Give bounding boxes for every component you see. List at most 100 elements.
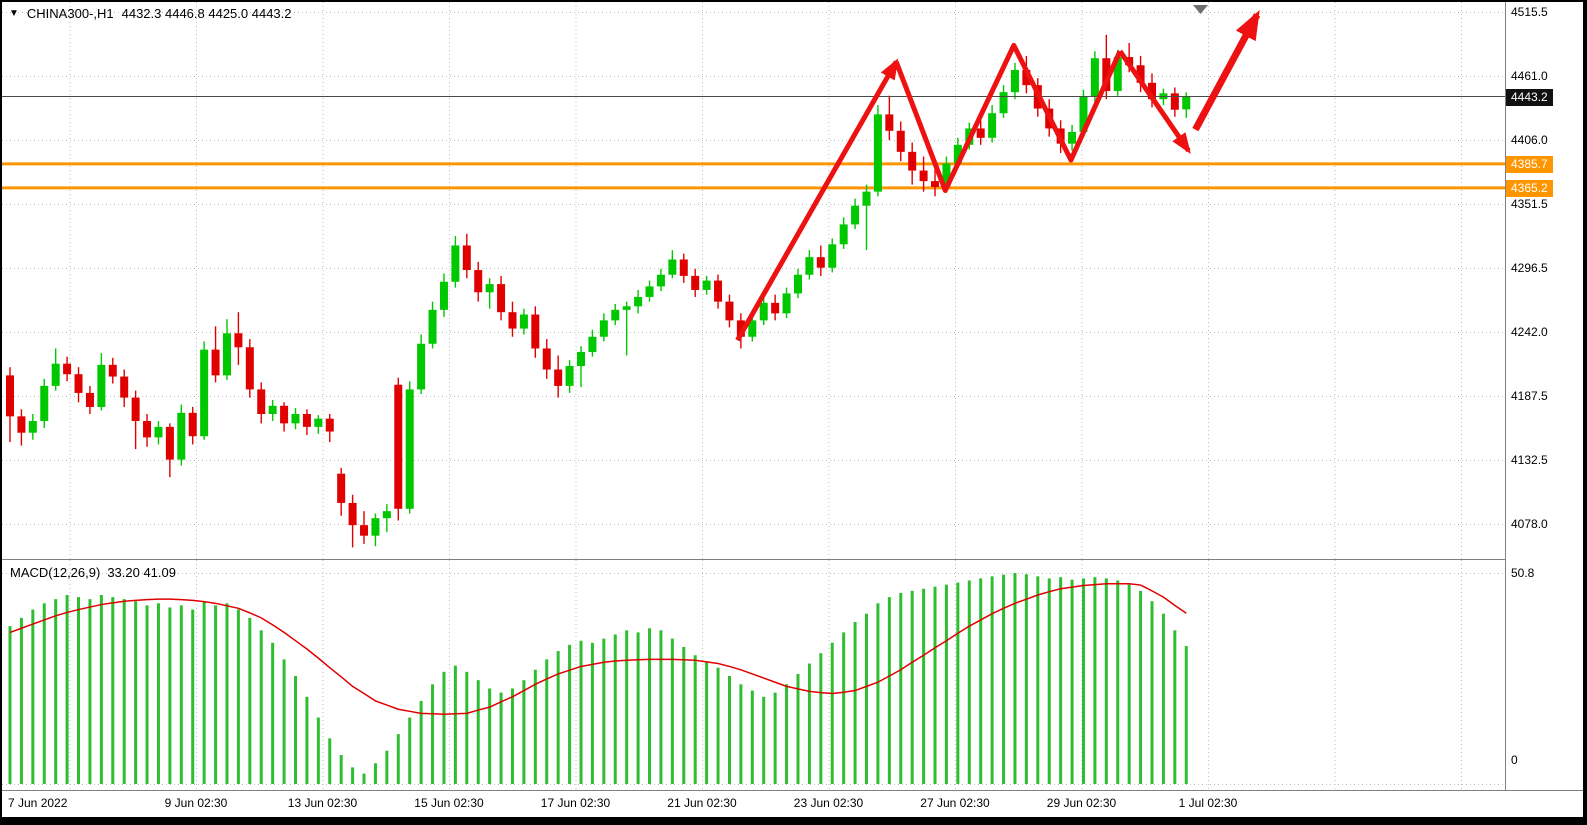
macd-bar <box>465 671 469 784</box>
macd-bar <box>42 603 46 784</box>
macd-bar <box>956 582 960 784</box>
macd-bar <box>248 617 252 784</box>
candle-body <box>577 351 585 367</box>
trend-zigzag[interactable] <box>893 42 1123 193</box>
candle-body <box>565 366 574 386</box>
price-tick-label: 4351.5 <box>1511 196 1548 211</box>
macd-bar <box>819 653 823 784</box>
candle-body <box>154 426 163 438</box>
candle-body <box>6 375 14 417</box>
macd-bar <box>156 603 160 784</box>
candle-body <box>462 245 471 271</box>
macd-bar <box>99 595 103 784</box>
macd-bar <box>179 605 183 784</box>
candle-body <box>234 333 243 348</box>
macd-bar <box>77 597 81 784</box>
macd-bar <box>682 646 686 784</box>
macd-bar <box>979 578 983 784</box>
macd-bar <box>670 638 674 784</box>
chart-shift-marker-icon[interactable] <box>1193 5 1208 14</box>
time-tick-label: 29 Jun 02:30 <box>1046 796 1117 810</box>
macd-name: MACD(12,26,9) <box>10 565 101 580</box>
candle-body <box>17 416 26 433</box>
time-tick-label: 9 Jun 02:30 <box>164 796 228 810</box>
level-price-tag: 4385.7 <box>1506 155 1553 173</box>
candle-body <box>1090 58 1099 97</box>
candle-body <box>97 364 106 407</box>
trend-annotation[interactable] <box>735 9 1261 342</box>
candle-body <box>63 363 72 375</box>
macd-bar <box>271 642 275 784</box>
macd-bar <box>1104 578 1108 784</box>
macd-bar <box>613 634 617 784</box>
macd-bar <box>339 754 343 784</box>
macd-bar <box>796 673 800 784</box>
macd-bar <box>876 603 880 784</box>
candle-body <box>531 314 540 349</box>
macd-bar <box>1002 574 1006 784</box>
candle-body <box>885 114 894 131</box>
macd-tick-label: 0 <box>1511 753 1518 767</box>
candle-body <box>862 191 871 206</box>
macd-bar <box>31 609 35 784</box>
candle-body <box>668 259 677 275</box>
macd-bar <box>442 671 446 784</box>
macd-bar <box>750 690 754 784</box>
macd-bar <box>305 696 309 784</box>
symbol-dropdown-icon[interactable]: ▼ <box>9 7 19 19</box>
macd-bar <box>579 640 583 784</box>
candle-body <box>679 259 688 276</box>
macd-bar <box>1070 579 1074 784</box>
candle-body <box>108 364 117 377</box>
macd-bar <box>145 605 149 784</box>
candle-body <box>953 144 962 164</box>
macd-panel[interactable] <box>2 560 1505 790</box>
panel-separator[interactable] <box>2 559 1505 560</box>
price-axis[interactable]: 4515.5 4461.0 4406.0 4351.5 4296.5 4242.0 4187… <box>1505 2 1583 790</box>
macd-indicator-label: MACD(12,26,9) 33.20 41.09 <box>10 565 176 580</box>
candle-body <box>816 257 825 268</box>
candle-body <box>919 170 928 182</box>
candle-body <box>554 369 563 386</box>
macd-bar <box>659 630 663 784</box>
candle-body <box>371 518 380 536</box>
price-chart[interactable] <box>2 2 1505 560</box>
candle-body <box>999 92 1008 114</box>
horizontal-level-lines[interactable] <box>2 162 1505 190</box>
candle-body <box>793 274 802 294</box>
candle-body <box>1079 96 1088 132</box>
time-tick-label: 13 Jun 02:30 <box>287 796 358 810</box>
projection-arrow-up[interactable] <box>1192 9 1261 132</box>
candle-body <box>942 163 951 187</box>
macd-bar <box>1059 577 1063 784</box>
candle-body <box>1170 93 1179 110</box>
time-axis[interactable]: 7 Jun 2022 9 Jun 02:30 13 Jun 02:30 15 Jun … <box>2 790 1583 817</box>
candle-body <box>1010 69 1019 93</box>
level-price-tag: 4365.2 <box>1506 179 1553 197</box>
candle-body <box>714 280 723 302</box>
candle-body <box>1182 96 1191 110</box>
macd-bar <box>168 607 172 784</box>
candle-body <box>74 374 83 393</box>
macd-bar <box>54 599 58 784</box>
time-tick-label: 1 Jul 02:30 <box>1178 796 1238 810</box>
macd-bar <box>842 632 846 784</box>
macd-bar <box>488 688 492 784</box>
candle-body <box>394 384 403 509</box>
candle-body <box>896 130 905 152</box>
price-tick-label: 4406.0 <box>1511 133 1548 148</box>
macd-bar <box>1024 574 1028 784</box>
trend-arrow-down-segment[interactable] <box>1117 49 1191 154</box>
macd-bar <box>556 651 560 784</box>
time-tick-label: 21 Jun 02:30 <box>667 796 737 810</box>
candle-body <box>257 389 266 414</box>
trend-arrow-up-segment[interactable] <box>735 58 899 342</box>
macd-bar <box>111 597 115 784</box>
macd-bar <box>214 605 218 784</box>
time-tick-label: 17 Jun 02:30 <box>540 796 611 810</box>
candle-body <box>1113 57 1122 91</box>
macd-bar <box>1173 630 1177 784</box>
candle-body <box>988 113 997 138</box>
macd-bar <box>1047 578 1051 784</box>
